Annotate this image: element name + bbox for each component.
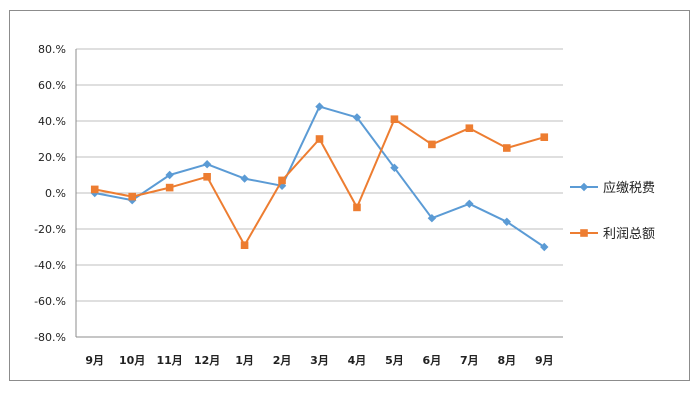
x-tick-label: 7月 xyxy=(460,354,479,367)
data-point xyxy=(202,160,212,169)
grid-lines xyxy=(76,48,563,302)
y-tick-label: -60.% xyxy=(34,295,66,308)
y-tick-label: -20.% xyxy=(34,223,66,236)
legend-label: 利润总额 xyxy=(603,227,655,242)
y-tick-label: 0.% xyxy=(45,187,66,200)
data-point xyxy=(502,217,512,226)
data-point xyxy=(540,242,549,252)
y-tick-label: 20.% xyxy=(38,151,66,164)
data-point xyxy=(240,241,249,249)
data-point xyxy=(203,173,211,181)
x-tick-label: 5月 xyxy=(385,354,404,367)
x-tick-label: 4月 xyxy=(348,354,367,367)
data-point xyxy=(315,135,324,143)
data-point xyxy=(240,174,249,183)
data-point xyxy=(427,214,437,223)
x-tick-label: 1月 xyxy=(235,354,254,367)
data-point xyxy=(540,133,549,141)
data-point xyxy=(128,192,136,201)
data-point xyxy=(503,144,511,152)
data-point xyxy=(278,176,286,185)
x-tick-label: 12月 xyxy=(194,354,220,367)
data-point xyxy=(315,102,324,111)
x-tick-label: 6月 xyxy=(423,354,442,367)
x-tick-label: 8月 xyxy=(497,354,516,367)
x-tick-label: 9月 xyxy=(535,354,554,367)
x-tick-label: 10月 xyxy=(119,354,145,367)
data-point xyxy=(465,199,474,208)
axes xyxy=(75,49,563,338)
data-point xyxy=(165,170,174,180)
y-tick-label: 40.% xyxy=(38,115,66,128)
data-point xyxy=(352,113,362,122)
series xyxy=(90,102,549,252)
series-line xyxy=(94,105,545,248)
data-point xyxy=(90,185,99,194)
y-tick-label: -80.% xyxy=(34,331,66,344)
data-point xyxy=(579,182,589,192)
data-point xyxy=(428,140,436,149)
x-tick-label: 11月 xyxy=(156,354,182,367)
data-point xyxy=(165,183,174,192)
x-tick-label: 3月 xyxy=(310,354,329,367)
data-point xyxy=(580,229,588,237)
y-tick-labels: 80.% 60.% 40.% 20.% 0.% -20.% -40.% -60.% -80.% xyxy=(34,43,66,344)
data-point xyxy=(465,124,474,132)
y-tick-label: 80.% xyxy=(38,43,66,56)
data-point xyxy=(390,115,399,123)
x-tick-label: 9月 xyxy=(85,354,104,367)
y-tick-label: -40.% xyxy=(34,259,66,272)
data-point xyxy=(390,163,399,172)
x-tick-labels: 9月 10月 11月 12月 1月 2月 3月 4月 5月 6月 7月 8月 9月 xyxy=(85,354,553,367)
legend-label: 应缴税费 xyxy=(603,180,655,196)
data-point xyxy=(353,203,361,212)
x-tick-label: 2月 xyxy=(273,354,292,367)
y-tick-label: 60.% xyxy=(38,79,66,92)
